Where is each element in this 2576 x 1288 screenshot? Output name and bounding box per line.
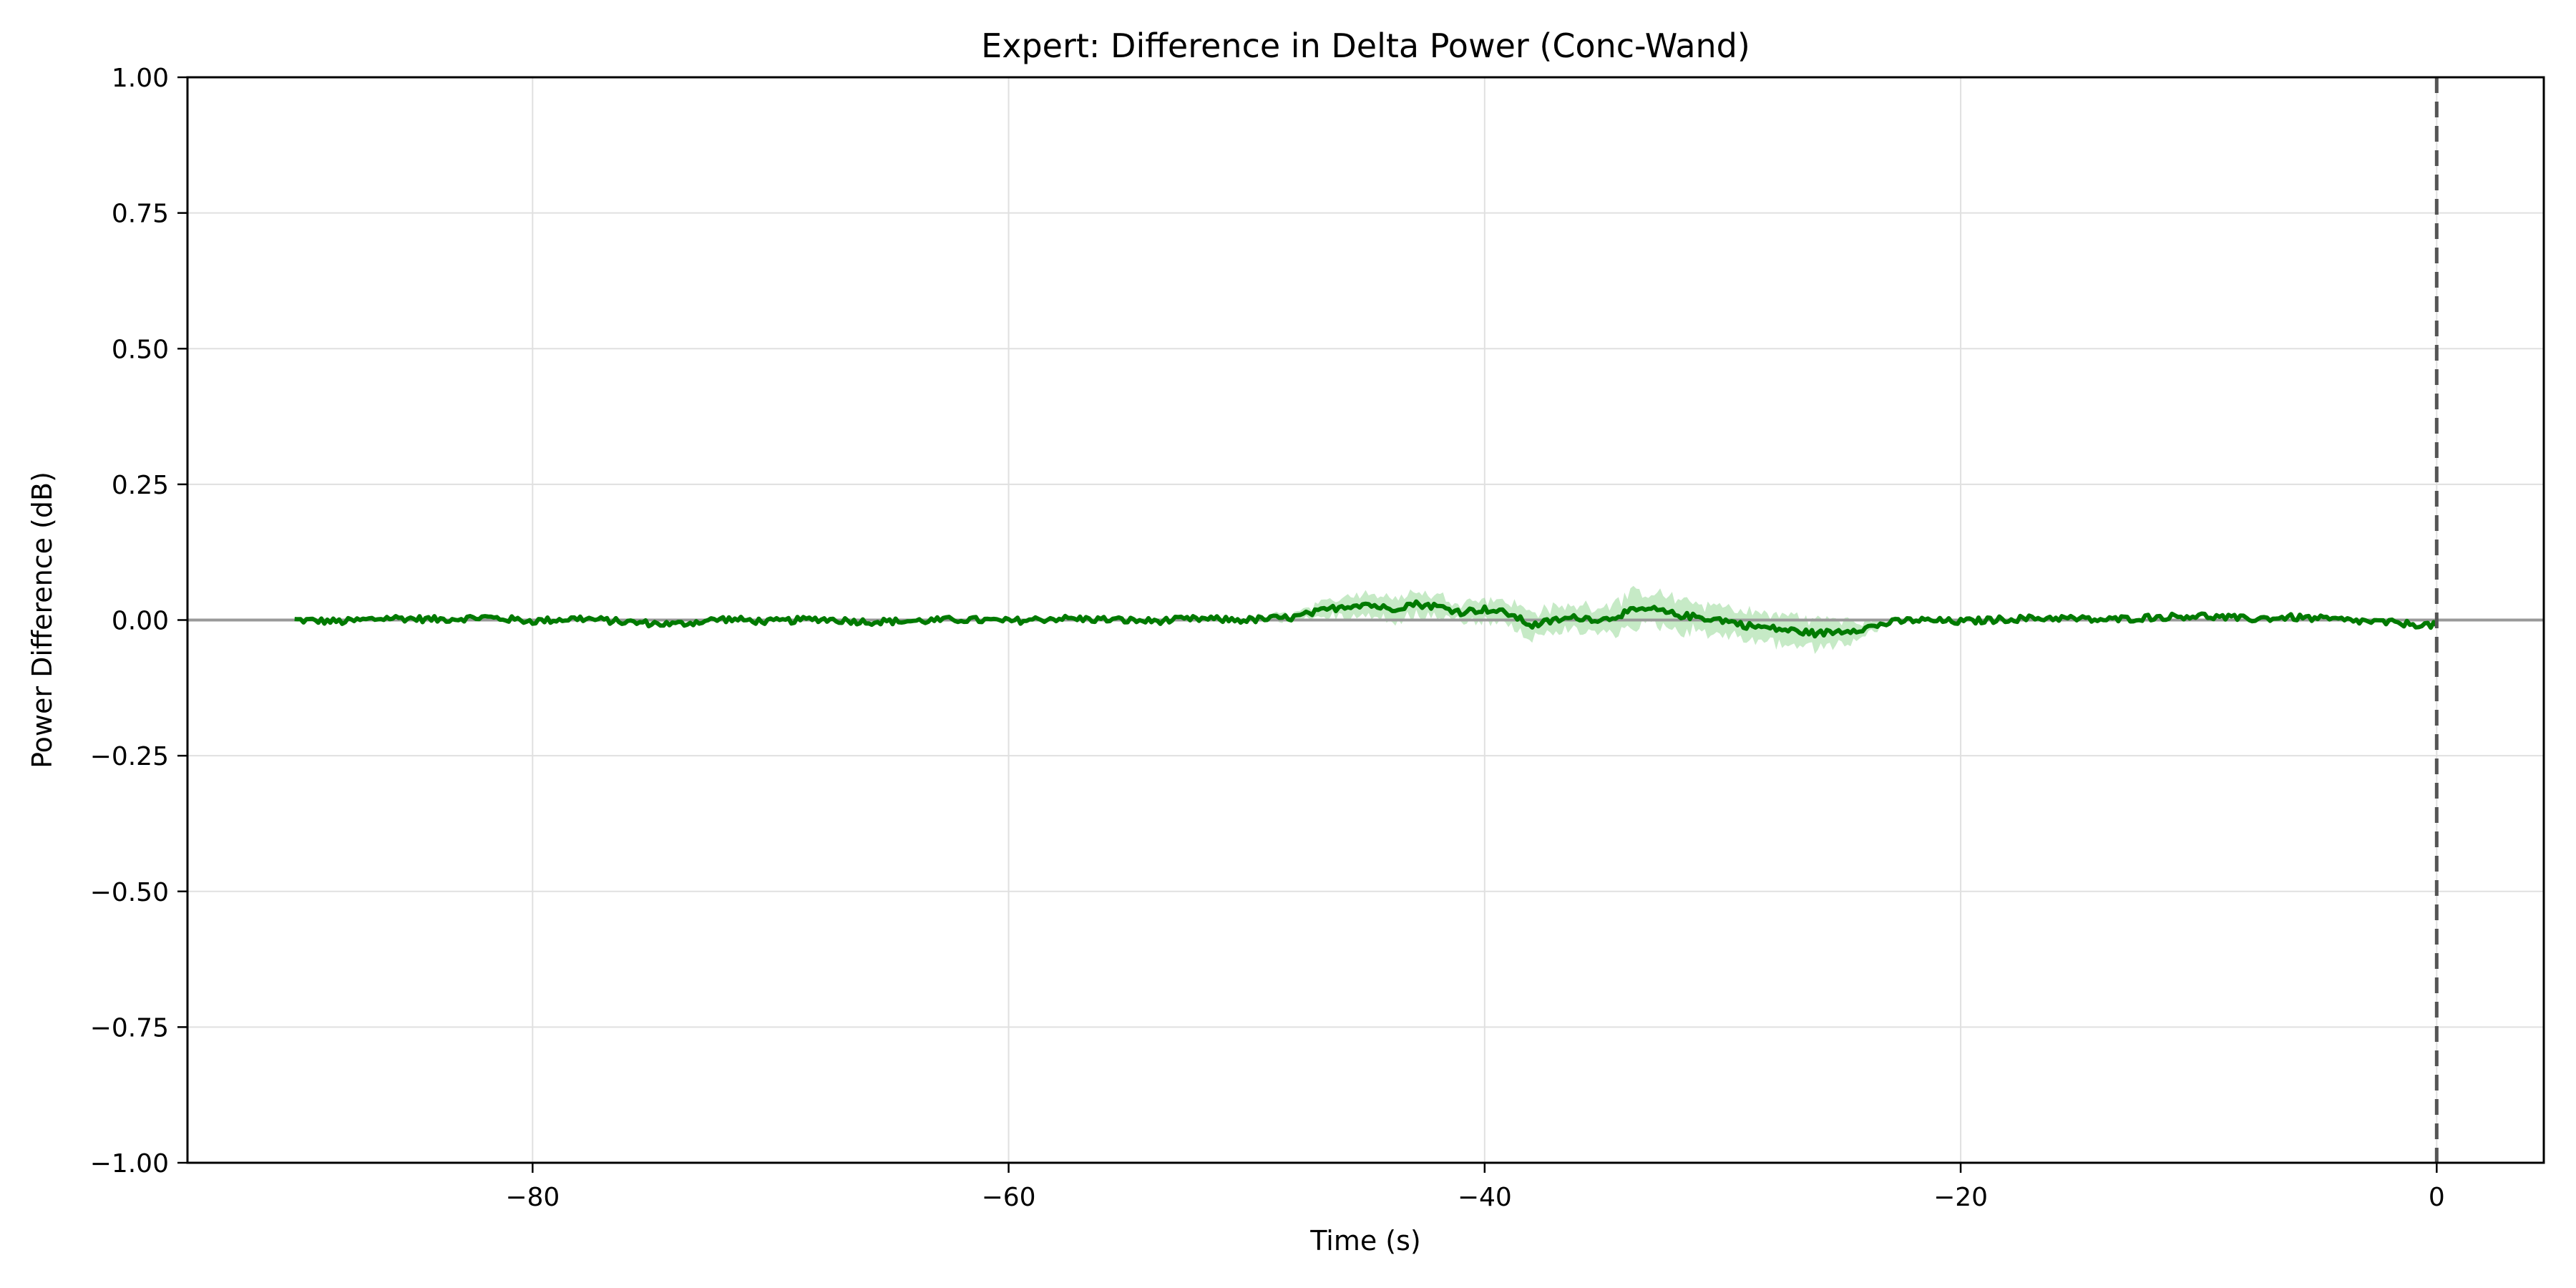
x-tick-label: −20: [1933, 1183, 1988, 1212]
y-tick-label: −0.50: [90, 878, 169, 907]
x-tick-label: −40: [1458, 1183, 1512, 1212]
ticks: −80 −60 −40 −20 0 1.00 0.75 0.50 0.25 0.00 −0.25 −0…: [90, 64, 2445, 1212]
x-tick-label: 0: [2429, 1183, 2445, 1212]
y-tick-label: −0.75: [90, 1013, 169, 1043]
chart-title: Expert: Difference in Delta Power (Conc-…: [981, 26, 1750, 65]
y-tick-label: 0.00: [112, 607, 169, 636]
series-line: [294, 599, 2439, 639]
y-tick-label: 0.75: [112, 200, 169, 229]
y-tick-label: −1.00: [90, 1149, 169, 1179]
y-tick-label: 1.00: [112, 64, 169, 93]
x-tick-label: −60: [982, 1183, 1036, 1212]
y-tick-label: 0.50: [112, 335, 169, 364]
confidence-band: [294, 585, 2437, 654]
y-tick-label: 0.25: [112, 471, 169, 500]
x-tick-label: −80: [505, 1183, 560, 1212]
x-axis-label: Time (s): [1309, 1225, 1421, 1257]
y-axis-label: Power Difference (dB): [26, 472, 58, 769]
y-tick-label: −0.25: [90, 742, 169, 771]
